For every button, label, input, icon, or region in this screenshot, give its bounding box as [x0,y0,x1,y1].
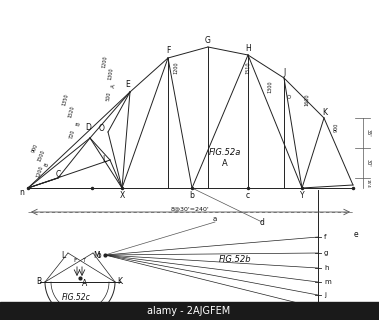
Text: f: f [324,234,326,240]
Text: m: m [324,279,331,285]
Text: c: c [246,190,250,199]
Text: G: G [205,36,211,44]
Text: FIG.52c: FIG.52c [61,293,91,302]
Text: A: A [222,158,228,167]
Text: A: A [82,278,88,287]
Text: 1200: 1200 [173,62,179,74]
Text: K: K [117,277,122,286]
Text: e: e [354,229,358,238]
Text: 900: 900 [334,122,339,132]
Text: L: L [102,155,106,164]
Text: 900: 900 [31,143,39,153]
Text: g: g [324,250,328,256]
Text: FIG.52a: FIG.52a [209,148,241,156]
Text: B: B [75,122,81,126]
Text: B: B [44,162,50,168]
Text: 500: 500 [106,91,112,101]
Text: E: E [125,79,130,89]
Text: 35': 35' [365,129,371,137]
Text: d: d [260,218,265,227]
Text: C: C [55,170,61,179]
Text: 30': 30' [365,159,371,167]
Text: L: L [61,251,65,260]
Text: 1300: 1300 [267,81,273,93]
Text: 1500: 1500 [36,149,45,163]
Text: B: B [36,277,42,286]
Text: b: b [190,190,194,199]
Text: a: a [213,216,217,222]
Text: H: H [245,44,251,52]
Text: 720: 720 [69,129,75,139]
Text: M: M [94,251,100,260]
Text: D: D [85,123,91,132]
Text: j: j [324,292,326,298]
Text: alamy - 2AJGFEM: alamy - 2AJGFEM [147,306,231,316]
Text: o: o [97,251,101,260]
Text: k: k [324,305,328,311]
Text: A: A [111,84,117,88]
Text: n: n [20,188,24,196]
Text: F: F [73,259,77,263]
Text: 1350: 1350 [62,93,70,107]
Text: 1300: 1300 [108,68,114,81]
Text: O: O [287,94,293,98]
Text: T: T [83,259,86,263]
Text: K: K [323,108,327,116]
Text: F: F [166,45,170,54]
Text: h: h [324,265,329,271]
Text: 1200: 1200 [36,165,44,179]
Bar [0,302,379,320]
Text: 8@30'=240': 8@30'=240' [171,206,209,212]
Text: FIG.52b: FIG.52b [219,255,251,265]
Text: 1200: 1200 [102,55,108,68]
Text: 1510: 1510 [245,62,251,74]
Text: X: X [119,190,125,199]
Text: Y: Y [300,190,304,199]
Text: J: J [284,68,286,76]
Text: 1520: 1520 [68,105,76,119]
Text: O: O [99,124,105,132]
Text: 15'4: 15'4 [366,179,370,188]
Text: 1600: 1600 [304,94,310,106]
